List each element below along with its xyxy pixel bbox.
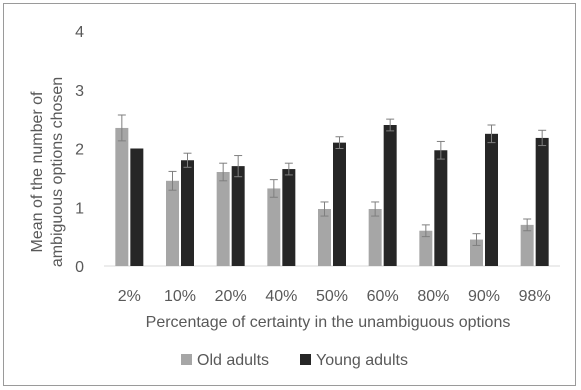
x-tick-label: 98% bbox=[519, 288, 551, 305]
error-bar bbox=[421, 224, 430, 238]
legend-label-young-adults: Young adults bbox=[316, 352, 408, 369]
error-bar bbox=[183, 152, 192, 168]
error-bar bbox=[234, 155, 243, 178]
x-tick-label: 20% bbox=[215, 288, 247, 305]
legend-label-old-adults: Old adults bbox=[197, 352, 269, 369]
error-bar bbox=[472, 233, 481, 246]
bar-old-adults bbox=[166, 180, 179, 266]
bar-young-adults bbox=[231, 166, 245, 266]
legend-swatch-old-adults bbox=[181, 354, 192, 365]
y-tick-label: 1 bbox=[75, 200, 84, 217]
bar-old-adults bbox=[419, 230, 433, 266]
bar-young-adults bbox=[535, 137, 549, 266]
error-bar bbox=[269, 179, 278, 198]
error-bar bbox=[436, 140, 445, 160]
error-bar bbox=[335, 136, 344, 149]
legend-swatch-young-adults bbox=[300, 354, 311, 365]
error-bar bbox=[117, 114, 126, 142]
y-tick-label: 4 bbox=[75, 24, 84, 41]
error-bar bbox=[168, 170, 177, 191]
error-bar bbox=[371, 201, 380, 217]
error-bar bbox=[487, 124, 496, 144]
legend: Old adults Young adults bbox=[181, 352, 408, 369]
y-tick-label: 0 bbox=[75, 259, 84, 276]
bar-old-adults bbox=[318, 209, 331, 266]
x-tick-label: 50% bbox=[316, 288, 348, 305]
error-bar bbox=[523, 218, 532, 232]
bar-young-adults bbox=[282, 169, 296, 266]
bar-young-adults bbox=[383, 125, 397, 266]
x-tick-label: 80% bbox=[417, 288, 449, 305]
x-axis-title: Percentage of certainty in the unambiguo… bbox=[146, 314, 511, 331]
bar-old-adults bbox=[216, 172, 230, 266]
error-bar bbox=[320, 201, 329, 217]
y-tick-label: 2 bbox=[75, 142, 84, 159]
error-bar bbox=[219, 162, 228, 182]
bar-old-adults bbox=[267, 188, 281, 266]
bar-old-adults bbox=[520, 224, 534, 266]
bars bbox=[115, 125, 549, 266]
error-bar bbox=[284, 162, 293, 176]
x-tick-label: 2% bbox=[118, 288, 141, 305]
x-tick-label: 10% bbox=[164, 288, 196, 305]
error-bar bbox=[386, 118, 395, 132]
x-tick-label: 40% bbox=[265, 288, 297, 305]
x-axis-ticks: 2% 10% 20% 40% 50% 60% 80% 90% 98% bbox=[118, 288, 551, 305]
error-bar bbox=[538, 129, 547, 147]
bar-young-adults bbox=[130, 148, 144, 266]
bar-young-adults bbox=[434, 150, 448, 266]
y-axis-ticks: 0 1 2 3 4 bbox=[75, 24, 84, 276]
bar-old-adults bbox=[115, 127, 129, 266]
x-tick-label: 90% bbox=[468, 288, 500, 305]
bar-old-adults bbox=[368, 209, 382, 266]
bar-young-adults bbox=[485, 133, 498, 266]
bar-young-adults bbox=[181, 160, 194, 266]
bar-old-adults bbox=[470, 239, 483, 266]
error-bars bbox=[117, 114, 547, 246]
bar-young-adults bbox=[333, 142, 346, 266]
y-tick-label: 3 bbox=[75, 83, 84, 100]
y-axis-title: Mean of the number of ambiguous options c… bbox=[29, 77, 66, 267]
x-tick-label: 60% bbox=[367, 288, 399, 305]
